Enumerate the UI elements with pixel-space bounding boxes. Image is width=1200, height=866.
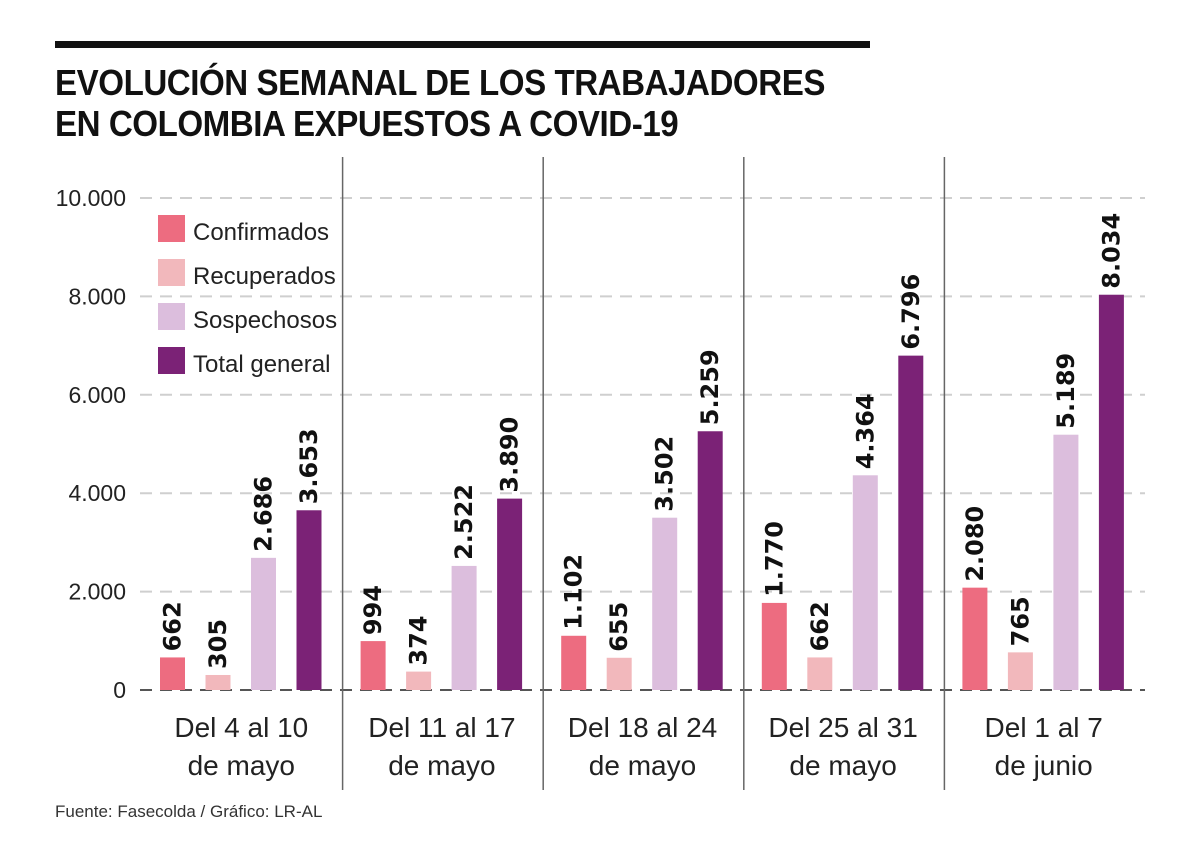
bar-recuperados xyxy=(606,657,632,690)
x-category-label: Del 1 al 7 xyxy=(985,712,1103,743)
x-category-label: de mayo xyxy=(589,750,696,781)
value-label: 765 xyxy=(1006,596,1034,646)
value-labels: 662 305 2.686 3.653 994 374 2.522 3.890 1.102 655… xyxy=(159,213,1126,669)
legend-label: Confirmados xyxy=(193,219,329,246)
x-category-label: Del 25 al 31 xyxy=(768,712,917,743)
legend: Confirmados Recuperados Sospechosos Total g… xyxy=(158,215,337,378)
value-label: 662 xyxy=(806,601,834,651)
value-label: 994 xyxy=(359,585,387,635)
x-category-label: Del 18 al 24 xyxy=(568,712,717,743)
title-line-1: EVOLUCIÓN SEMANAL DE LOS TRABAJADORES xyxy=(55,62,825,103)
bar-sospechosos xyxy=(652,517,678,690)
value-label: 655 xyxy=(605,602,633,652)
legend-swatch xyxy=(158,215,185,242)
y-tick-label: 6.000 xyxy=(68,382,126,408)
value-label: 1.102 xyxy=(560,554,588,630)
bar-recuperados xyxy=(205,674,231,690)
y-tick-label: 0 xyxy=(113,677,126,703)
bar-recuperados xyxy=(1007,652,1033,690)
bar-recuperados xyxy=(807,657,833,690)
bar-confirmados xyxy=(360,641,386,690)
value-label: 4.364 xyxy=(851,393,879,469)
value-label: 5.259 xyxy=(696,349,724,425)
value-label: 305 xyxy=(204,619,232,669)
value-label: 3.502 xyxy=(651,436,679,512)
bar-sospechosos xyxy=(852,475,878,690)
value-label: 3.653 xyxy=(295,428,323,504)
legend-label: Total general xyxy=(193,351,330,378)
x-axis-labels: Del 4 al 10 de mayo Del 11 al 17 de mayo Del… xyxy=(174,712,1102,781)
bar-total-general xyxy=(497,498,523,690)
bar-total-general xyxy=(296,510,322,690)
value-label: 662 xyxy=(159,601,187,651)
y-tick-label: 4.000 xyxy=(68,480,126,506)
bars xyxy=(160,294,1124,690)
bar-confirmados xyxy=(761,602,787,690)
bar-sospechosos xyxy=(451,565,477,690)
y-tick-label: 2.000 xyxy=(68,579,126,605)
bar-total-general xyxy=(1098,294,1124,690)
value-label: 2.686 xyxy=(250,476,278,552)
legend-swatch xyxy=(158,347,185,374)
bar-confirmados xyxy=(561,635,587,690)
bar-total-general xyxy=(697,431,723,690)
top-rule xyxy=(55,41,870,48)
value-label: 5.189 xyxy=(1052,353,1080,429)
x-category-label: Del 4 al 10 xyxy=(174,712,308,743)
value-label: 2.522 xyxy=(450,484,478,560)
value-label: 1.770 xyxy=(760,521,788,597)
bar-total-general xyxy=(898,355,924,690)
legend-label: Sospechosos xyxy=(193,307,337,334)
bar-sospechosos xyxy=(1053,434,1079,690)
bar-confirmados xyxy=(160,657,185,690)
legend-label: Recuperados xyxy=(193,263,336,290)
legend-swatch xyxy=(158,303,185,330)
group-dividers xyxy=(341,157,946,790)
y-axis: 0 2.000 4.000 6.000 8.000 10.000 xyxy=(56,185,126,703)
x-category-label: de mayo xyxy=(388,750,495,781)
value-label: 6.796 xyxy=(897,274,925,350)
x-category-label: de junio xyxy=(995,750,1093,781)
x-category-label: de mayo xyxy=(789,750,896,781)
title-line-2: EN COLOMBIA EXPUESTOS A COVID-19 xyxy=(55,103,679,144)
chart-title: EVOLUCIÓN SEMANAL DE LOS TRABAJADORES EN… xyxy=(55,62,883,144)
bar-recuperados xyxy=(406,671,432,690)
y-tick-label: 8.000 xyxy=(68,283,126,309)
y-tick-label: 10.000 xyxy=(56,185,126,211)
legend-swatch xyxy=(158,259,185,286)
source-note: Fuente: Fasecolda / Gráfico: LR-AL xyxy=(55,802,323,821)
x-category-label: Del 11 al 17 xyxy=(368,712,515,743)
bar-confirmados xyxy=(962,587,988,690)
value-label: 2.080 xyxy=(961,506,989,582)
value-label: 8.034 xyxy=(1097,213,1125,289)
value-label: 374 xyxy=(405,615,433,665)
value-label: 3.890 xyxy=(496,417,524,493)
x-category-label: de mayo xyxy=(188,750,295,781)
bar-sospechosos xyxy=(251,557,276,690)
